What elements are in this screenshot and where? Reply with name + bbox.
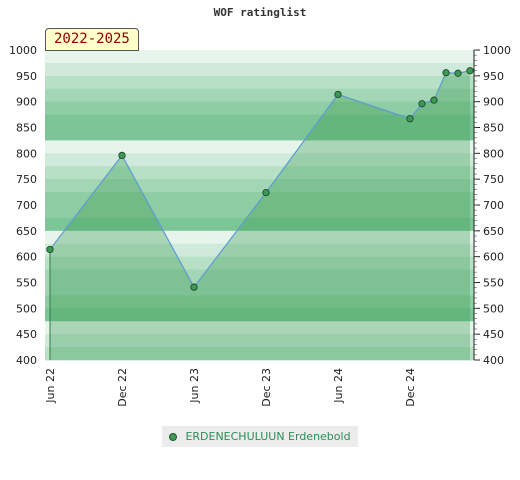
data-point xyxy=(190,283,198,291)
legend-marker xyxy=(169,432,178,441)
data-point xyxy=(406,115,414,123)
background-band xyxy=(45,140,474,154)
background-band xyxy=(45,127,474,141)
y-tick-label-right: 700 xyxy=(483,199,504,212)
y-tick-label-right: 950 xyxy=(483,70,504,83)
data-point xyxy=(454,69,462,77)
y-tick-label-right: 800 xyxy=(483,147,504,160)
background-band xyxy=(45,217,474,232)
y-tick-label-right: 600 xyxy=(483,251,504,264)
x-tick-label: Jun 22 xyxy=(44,368,57,404)
y-tick-label-right: 850 xyxy=(483,122,504,135)
series-area xyxy=(50,70,470,361)
background-band xyxy=(45,295,474,309)
background-band xyxy=(45,50,474,64)
background-band xyxy=(45,205,474,219)
y-tick-label-left: 550 xyxy=(16,277,37,290)
legend-label: ERDENECHULUUN Erdenebold xyxy=(185,430,351,443)
background-band xyxy=(45,230,474,245)
y-tick-label-left: 500 xyxy=(16,302,37,315)
y-tick-label-left: 600 xyxy=(16,251,37,264)
data-point xyxy=(46,245,54,254)
y-tick-label-right: 400 xyxy=(483,354,504,367)
y-tick-label-left: 950 xyxy=(16,70,37,83)
background-band xyxy=(45,192,474,206)
background-band xyxy=(45,334,474,348)
background-band xyxy=(45,308,474,322)
y-tick-label-right: 450 xyxy=(483,328,504,341)
data-point xyxy=(118,151,126,159)
data-point xyxy=(442,69,450,77)
y-tick-label-left: 400 xyxy=(16,354,37,367)
y-tick-label-left: 850 xyxy=(16,122,37,135)
x-tick-label: Dec 22 xyxy=(116,368,129,407)
background-band xyxy=(45,256,474,271)
data-point xyxy=(262,189,270,197)
data-point xyxy=(466,67,474,75)
background-band xyxy=(45,114,474,128)
y-tick-label-right: 500 xyxy=(483,302,504,315)
y-tick-label-left: 800 xyxy=(16,147,37,160)
chart-title: WOF ratinglist xyxy=(213,6,307,19)
background-band xyxy=(45,88,474,103)
y-tick-label-left: 1000 xyxy=(9,44,37,57)
x-tick-label: Dec 24 xyxy=(404,368,417,407)
background-band xyxy=(45,62,474,77)
y-tick-label-right: 750 xyxy=(483,173,504,186)
background-band xyxy=(45,243,474,258)
data-point xyxy=(430,96,438,104)
legend: ERDENECHULUUN Erdenebold xyxy=(162,426,358,447)
y-tick-label-left: 450 xyxy=(16,328,37,341)
background-band xyxy=(45,282,474,296)
y-tick-label-left: 700 xyxy=(16,199,37,212)
y-tick-label-right: 1000 xyxy=(483,44,511,57)
x-tick-label: Jun 23 xyxy=(188,368,201,404)
period-badge: 2022-2025 xyxy=(45,28,139,51)
background-band xyxy=(45,179,474,193)
background-band xyxy=(45,166,474,180)
y-tick-label-left: 750 xyxy=(16,173,37,186)
y-tick-label-right: 900 xyxy=(483,96,504,109)
background-band xyxy=(45,153,474,167)
background-band xyxy=(45,75,474,90)
background-band xyxy=(45,321,474,335)
background-band xyxy=(45,347,474,361)
x-tick-label: Jun 24 xyxy=(332,368,345,404)
y-tick-label-right: 650 xyxy=(483,225,504,238)
y-tick-label-right: 550 xyxy=(483,277,504,290)
y-tick-label-left: 900 xyxy=(16,96,37,109)
data-point xyxy=(418,100,426,108)
background-band xyxy=(45,101,474,116)
x-tick-label: Dec 23 xyxy=(260,368,273,407)
data-point xyxy=(334,90,342,99)
background-band xyxy=(45,269,474,283)
y-tick-label-left: 650 xyxy=(16,225,37,238)
